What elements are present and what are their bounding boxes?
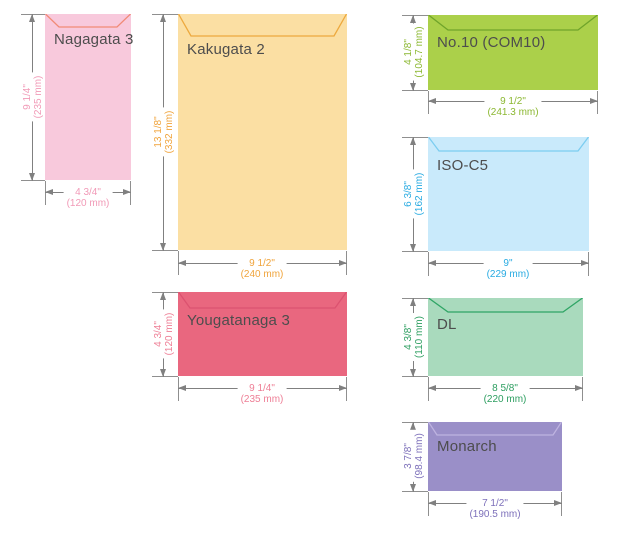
arrow-up-icon	[410, 422, 416, 430]
width-label: 9" (229 mm)	[483, 258, 533, 280]
height-mm: (120 mm)	[164, 312, 175, 356]
arrow-left-icon	[178, 385, 186, 391]
height-inches: 4 3/4"	[153, 321, 164, 347]
width-inches: 9"	[503, 258, 513, 269]
envelope-name: Monarch	[437, 438, 497, 455]
arrow-right-icon	[339, 385, 347, 391]
arrow-up-icon	[410, 137, 416, 145]
width-inches: 9 1/4"	[249, 383, 275, 394]
envelope-name: Nagagata 3	[54, 31, 134, 48]
envelope-name: Yougatanaga 3	[187, 312, 290, 329]
arrow-up-icon	[410, 298, 416, 306]
arrow-left-icon	[178, 260, 186, 266]
width-label: 9 1/2" (240 mm)	[237, 258, 287, 280]
envelope-shape: Nagagata 3	[45, 14, 134, 180]
envelope-shape: No.10 (COM10)	[428, 15, 598, 90]
arrow-right-icon	[554, 500, 562, 506]
arrow-down-icon	[410, 244, 416, 252]
arrow-up-icon	[160, 292, 166, 300]
envelope-flap-icon	[428, 15, 598, 31]
height-mm: (332 mm)	[164, 110, 175, 154]
height-inches: 4 1/8"	[403, 39, 414, 65]
arrow-up-icon	[160, 14, 166, 22]
height-inches: 9 1/4"	[22, 84, 33, 110]
envelope-flap-icon	[428, 137, 589, 152]
envelope-shape: Yougatanaga 3	[178, 292, 347, 376]
envelope-name: ISO-C5	[437, 157, 489, 174]
width-mm: (235 mm)	[240, 394, 284, 405]
height-label: 6 3/8" (162 mm)	[403, 169, 425, 219]
height-mm: (98.4 mm)	[414, 433, 425, 479]
envelope-shape: DL	[428, 298, 583, 376]
height-inches: 6 3/8"	[403, 181, 414, 207]
width-label: 9 1/2" (241.3 mm)	[484, 96, 542, 118]
arrow-left-icon	[428, 500, 436, 506]
arrow-left-icon	[428, 385, 436, 391]
arrow-right-icon	[123, 189, 131, 195]
height-label: 3 7/8" (98.4 mm)	[403, 430, 425, 482]
envelope-name: No.10 (COM10)	[437, 34, 546, 51]
arrow-down-icon	[410, 484, 416, 492]
height-mm: (235 mm)	[33, 75, 44, 119]
height-inches: 3 7/8"	[403, 443, 414, 469]
width-mm: (240 mm)	[240, 269, 284, 280]
envelope-flap-icon	[178, 292, 347, 309]
arrow-left-icon	[428, 260, 436, 266]
width-inches: 8 5/8"	[492, 383, 518, 394]
width-inches: 9 1/2"	[500, 96, 526, 107]
arrow-down-icon	[160, 243, 166, 251]
height-label: 4 3/4" (120 mm)	[153, 309, 175, 359]
envelope-flap-icon	[178, 14, 347, 37]
arrow-up-icon	[410, 15, 416, 23]
width-label: 9 1/4" (235 mm)	[237, 383, 287, 405]
height-label: 4 1/8" (104.7 mm)	[403, 23, 425, 81]
arrow-left-icon	[428, 98, 436, 104]
width-inches: 7 1/2"	[482, 498, 508, 509]
envelope-shape: ISO-C5	[428, 137, 589, 251]
arrow-left-icon	[45, 189, 53, 195]
envelope-name: Kakugata 2	[187, 41, 265, 58]
width-mm: (120 mm)	[66, 198, 110, 209]
width-inches: 9 1/2"	[249, 258, 275, 269]
envelope-flap-icon	[428, 298, 583, 313]
height-mm: (104.7 mm)	[414, 26, 425, 78]
envelope-flap-icon	[45, 14, 131, 28]
width-label: 4 3/4" (120 mm)	[63, 187, 113, 209]
width-inches: 4 3/4"	[75, 187, 101, 198]
arrow-right-icon	[339, 260, 347, 266]
envelope-shape: Kakugata 2	[178, 14, 347, 250]
width-label: 7 1/2" (190.5 mm)	[466, 498, 524, 520]
arrow-right-icon	[590, 98, 598, 104]
height-inches: 4 3/8"	[403, 324, 414, 350]
arrow-down-icon	[160, 369, 166, 377]
arrow-down-icon	[29, 173, 35, 181]
arrow-right-icon	[581, 260, 589, 266]
envelope-flap-icon	[428, 422, 562, 436]
height-label: 4 3/8" (110 mm)	[403, 312, 425, 362]
arrow-down-icon	[410, 369, 416, 377]
envelope-name: DL	[437, 316, 457, 333]
width-label: 8 5/8" (220 mm)	[480, 383, 530, 405]
width-mm: (190.5 mm)	[469, 509, 521, 520]
arrow-up-icon	[29, 14, 35, 22]
arrow-right-icon	[575, 385, 583, 391]
height-mm: (110 mm)	[414, 315, 425, 359]
width-mm: (220 mm)	[483, 394, 527, 405]
height-label: 13 1/8" (332 mm)	[153, 107, 175, 157]
height-label: 9 1/4" (235 mm)	[22, 72, 44, 122]
arrow-down-icon	[410, 83, 416, 91]
width-mm: (241.3 mm)	[487, 107, 539, 118]
envelope-shape: Monarch	[428, 422, 562, 491]
height-inches: 13 1/8"	[153, 116, 164, 148]
width-mm: (229 mm)	[486, 269, 530, 280]
height-mm: (162 mm)	[414, 172, 425, 216]
